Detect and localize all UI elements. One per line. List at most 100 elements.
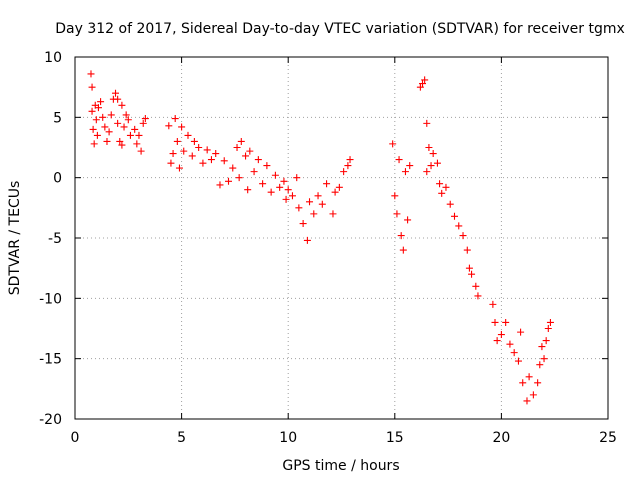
data-point <box>92 116 100 124</box>
data-point <box>137 147 145 155</box>
x-tick-label: 0 <box>71 430 80 446</box>
data-point <box>397 232 405 240</box>
data-point <box>250 168 258 176</box>
y-tick-label: 0 <box>53 171 62 187</box>
data-point <box>165 122 173 130</box>
data-point <box>514 357 522 365</box>
data-point <box>97 98 105 106</box>
data-point <box>421 76 429 84</box>
x-tick-labels: 0 5 10 15 20 25 <box>71 430 617 446</box>
data-point <box>90 140 98 148</box>
data-point <box>474 292 482 300</box>
data-point <box>542 337 550 345</box>
data-point <box>393 210 401 218</box>
data-point <box>538 343 546 351</box>
data-point <box>395 156 403 164</box>
data-point <box>310 210 318 218</box>
data-point <box>178 123 186 131</box>
data-point <box>544 325 552 332</box>
data-point <box>244 186 252 194</box>
data-point <box>88 107 96 115</box>
data-point <box>346 156 354 164</box>
data-point <box>259 180 267 188</box>
data-point <box>523 397 531 405</box>
data-point <box>472 282 480 290</box>
data-point <box>510 349 518 357</box>
data-point <box>190 137 198 145</box>
x-tick-label: 25 <box>599 430 617 446</box>
data-point <box>344 162 352 170</box>
x-tick-label: 20 <box>492 430 510 446</box>
data-point <box>175 164 183 172</box>
data-point <box>419 80 427 88</box>
data-point <box>167 159 175 167</box>
data-point <box>88 83 96 91</box>
data-point <box>534 379 542 387</box>
data-point <box>425 144 433 151</box>
data-points <box>87 70 554 405</box>
data-point <box>506 340 514 348</box>
data-point <box>93 131 101 139</box>
data-point <box>203 146 211 154</box>
data-point <box>122 111 130 119</box>
data-point <box>107 111 115 119</box>
data-point <box>242 152 250 160</box>
data-point <box>416 83 424 91</box>
data-point <box>436 180 444 188</box>
data-point <box>89 125 97 133</box>
data-point <box>497 331 505 339</box>
data-point <box>284 186 292 194</box>
y-tick-label: -10 <box>39 291 62 307</box>
data-point <box>318 200 326 208</box>
y-tick-label: -20 <box>39 412 62 428</box>
data-point <box>519 379 527 387</box>
data-point <box>465 264 473 272</box>
x-axis-label: GPS time / hours <box>282 458 399 474</box>
grid-lines <box>75 57 608 419</box>
data-point <box>331 188 339 196</box>
data-point <box>450 212 458 220</box>
data-point <box>263 162 271 170</box>
data-point <box>323 180 331 188</box>
data-point <box>118 141 126 149</box>
data-point <box>433 159 441 167</box>
data-point <box>295 204 303 212</box>
data-point <box>517 328 525 336</box>
data-point <box>237 137 245 145</box>
data-point <box>282 195 290 203</box>
data-point <box>389 140 397 148</box>
data-point <box>536 361 544 369</box>
data-point <box>491 318 499 326</box>
data-point <box>267 188 275 196</box>
data-point <box>502 318 510 326</box>
data-point <box>195 144 203 151</box>
data-point <box>335 183 343 191</box>
x-tick-label: 10 <box>279 430 297 446</box>
chart-title: Day 312 of 2017, Sidereal Day-to-day VTE… <box>55 21 625 37</box>
data-point <box>404 216 412 224</box>
data-point <box>229 164 237 172</box>
data-point <box>442 183 450 191</box>
data-point <box>199 159 207 167</box>
data-point <box>99 113 107 121</box>
data-point <box>280 177 288 185</box>
data-point <box>131 125 139 133</box>
data-point <box>446 200 454 208</box>
data-point <box>133 140 141 148</box>
data-point <box>340 168 348 176</box>
data-point <box>455 222 463 230</box>
data-point <box>141 115 149 123</box>
data-point <box>293 174 301 182</box>
data-point <box>306 198 314 206</box>
data-point <box>103 137 111 145</box>
data-point <box>101 123 109 131</box>
data-point <box>180 147 188 155</box>
data-point <box>276 183 284 191</box>
data-point <box>207 156 215 164</box>
data-point <box>169 150 177 158</box>
data-point <box>94 104 102 112</box>
data-point <box>216 181 224 189</box>
axis-ticks <box>74 56 609 420</box>
data-point <box>546 318 554 326</box>
